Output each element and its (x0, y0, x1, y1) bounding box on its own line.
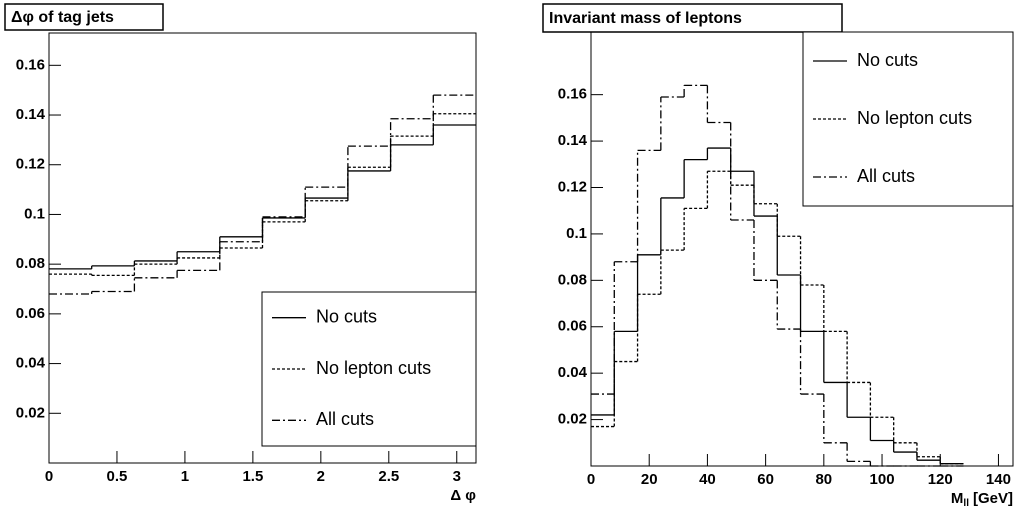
x-tick-label: 80 (815, 471, 832, 488)
legend-label: No lepton cuts (316, 358, 431, 378)
y-tick-label: 0.16 (16, 56, 45, 73)
x-tick-label: 0 (587, 471, 595, 488)
y-tick-label: 0.02 (558, 411, 587, 428)
x-tick-label: 120 (928, 471, 953, 488)
x-tick-label: 100 (870, 471, 895, 488)
chart-title: Invariant mass of leptons (549, 10, 742, 27)
y-tick-label: 0.08 (16, 255, 45, 272)
y-tick-label: 0.14 (558, 132, 588, 149)
x-axis-label-part: ll (963, 498, 969, 506)
x-tick-label: 140 (986, 471, 1011, 488)
y-tick-label: 0.04 (558, 364, 588, 381)
x-axis-label-part: M (951, 490, 964, 506)
y-tick-label: 0.06 (16, 305, 45, 322)
y-tick-label: 0.1 (24, 205, 45, 222)
y-tick-label: 0.02 (16, 404, 45, 421)
legend-label: No cuts (857, 50, 918, 70)
x-tick-label: 2 (317, 468, 325, 485)
x-tick-label: 3 (453, 468, 461, 485)
y-tick-label: 0.06 (558, 318, 587, 335)
y-tick-label: 0.14 (16, 106, 46, 123)
x-axis-label-part: [GeV] (973, 490, 1013, 506)
x-tick-label: 1.5 (242, 468, 263, 485)
x-tick-label: 60 (757, 471, 774, 488)
y-tick-label: 0.16 (558, 86, 587, 103)
y-tick-label: 0.1 (566, 225, 587, 242)
legend-label: No lepton cuts (857, 108, 972, 128)
y-tick-label: 0.08 (558, 271, 587, 288)
x-tick-label: 40 (699, 471, 716, 488)
legend-label: All cuts (316, 409, 374, 429)
legend-label: All cuts (857, 166, 915, 186)
x-tick-label: 1 (181, 468, 189, 485)
title-box (542, 3, 843, 33)
plot-frame (48, 32, 477, 464)
y-tick-label: 0.04 (16, 355, 46, 372)
x-axis-label: Mll [GeV] (951, 490, 1013, 506)
y-tick-label: 0.12 (558, 178, 587, 195)
chart-title: Δφ of tag jets (11, 9, 114, 26)
x-tick-label: 2.5 (378, 468, 399, 485)
title-box (4, 3, 164, 31)
x-tick-label: 0.5 (107, 468, 128, 485)
x-tick-label: 20 (641, 471, 658, 488)
legend-label: No cuts (316, 306, 377, 326)
x-tick-label: 0 (45, 468, 53, 485)
y-tick-label: 0.12 (16, 156, 45, 173)
x-axis-label: Δ φ (450, 487, 476, 504)
